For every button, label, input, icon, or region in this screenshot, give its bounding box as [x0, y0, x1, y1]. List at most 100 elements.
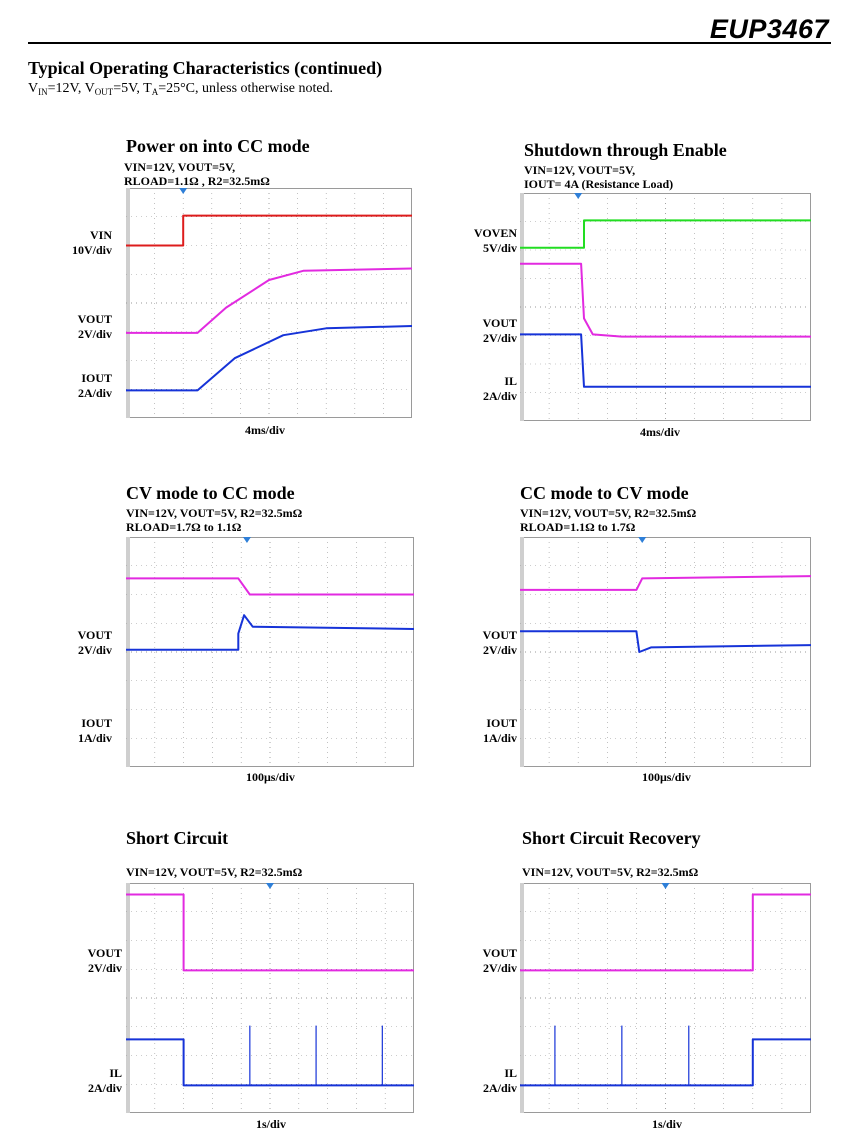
trigger-marker-icon: [638, 537, 647, 543]
panel-cond-line: RLOAD=1.1Ω to 1.7Ω: [520, 520, 636, 534]
channel-label: VOUT 2V/div: [455, 946, 517, 976]
channel-label: VOVEN 5V/div: [455, 226, 517, 256]
scope-screen: [126, 883, 414, 1113]
screen-strip: [126, 537, 130, 767]
channel-name: VOUT: [482, 628, 517, 642]
scope-screen: [126, 188, 412, 418]
panel-title: CC mode to CV mode: [520, 483, 689, 503]
trace-line: [520, 893, 811, 972]
panel-cond-line: VIN=12V, VOUT=5V, R2=32.5mΩ: [522, 865, 699, 879]
channel-scale: 2A/div: [87, 1081, 122, 1095]
time-scale-label: 1s/div: [256, 1117, 287, 1131]
trace-line: [520, 1038, 811, 1087]
time-scale-label: 100μs/div: [246, 770, 295, 784]
scope-graticule: [126, 537, 414, 767]
channel-name: VOUT: [77, 312, 112, 326]
scope-screen: [520, 537, 811, 767]
trace-line: [126, 614, 414, 651]
screen-strip: [520, 883, 524, 1113]
channel-label: VOUT 2V/div: [50, 312, 112, 342]
channel-name: IL: [109, 1066, 122, 1080]
panel-cond-line: VIN=12V, VOUT=5V, R2=32.5mΩ: [520, 506, 697, 520]
channel-name: VOUT: [77, 628, 112, 642]
brand-logo-text: EUP3467: [709, 14, 829, 44]
channel-scale: 2A/div: [482, 1081, 517, 1095]
panel-cond-line: VIN=12V, VOUT=5V, R2=32.5mΩ: [126, 506, 303, 520]
panel-conditions: VIN=12V, VOUT=5V, IOUT= 4A (Resistance Lo…: [524, 163, 673, 191]
trigger-marker-icon: [242, 537, 251, 543]
channel-name: VIN: [89, 228, 112, 242]
panel-cond-line: VIN=12V, VOUT=5V, R2=32.5mΩ: [126, 865, 303, 879]
channel-name: IL: [504, 374, 517, 388]
channel-scale: 2V/div: [77, 643, 112, 657]
scope-graticule: [126, 883, 414, 1113]
trace-line: [126, 893, 414, 972]
panel-title: Shutdown through Enable: [524, 140, 727, 160]
trace-line: [520, 219, 811, 249]
trace-line: [520, 262, 811, 338]
trigger-marker-icon: [574, 193, 583, 199]
panel-title: Short Circuit: [126, 828, 229, 848]
panel-cond-line: RLOAD=1.1Ω , R2=32.5mΩ: [124, 174, 270, 188]
channel-scale: 2V/div: [482, 961, 517, 975]
panel-conditions: VIN=12V, VOUT=5V, R2=32.5mΩ RLOAD=1.7Ω to…: [126, 506, 302, 534]
trigger-marker-icon: [179, 188, 188, 194]
channel-scale: 1A/div: [77, 731, 112, 745]
channel-name: VOUT: [87, 946, 122, 960]
channel-scale: 5V/div: [482, 241, 517, 255]
channel-label: IOUT 2A/div: [50, 371, 112, 401]
time-scale-label: 4ms/div: [640, 425, 681, 439]
channel-name: IOUT: [81, 716, 112, 730]
scope-graticule: [520, 537, 811, 767]
channel-label: VIN 10V/div: [50, 228, 112, 258]
channel-label: VOUT 2V/div: [455, 628, 517, 658]
trace-line: [126, 267, 412, 334]
channel-label: IL 2A/div: [60, 1066, 122, 1096]
channel-scale: 2V/div: [77, 327, 112, 341]
scope-graticule: [126, 188, 412, 418]
scope-graticule: [520, 883, 811, 1113]
trace-line: [520, 630, 811, 653]
channel-label: IOUT 1A/div: [50, 716, 112, 746]
trace-line: [126, 577, 414, 596]
channel-name: IOUT: [486, 716, 517, 730]
panel-conditions: VIN=12V, VOUT=5V, R2=32.5mΩ RLOAD=1.1Ω to…: [520, 506, 696, 534]
scope-screen: [520, 193, 811, 421]
channel-name: VOUT: [482, 946, 517, 960]
panel-title: CV mode to CC mode: [126, 483, 295, 503]
panel-title: Power on into CC mode: [126, 136, 310, 156]
channel-name: IL: [504, 1066, 517, 1080]
panel-conditions: VIN=12V, VOUT=5V, R2=32.5mΩ: [126, 865, 302, 879]
screen-strip: [126, 883, 130, 1113]
trigger-marker-icon: [661, 883, 670, 889]
scope-screen: [520, 883, 811, 1113]
trace-line: [520, 575, 811, 591]
channel-label: IOUT 1A/div: [455, 716, 517, 746]
channel-scale: 2V/div: [482, 643, 517, 657]
channel-name: IOUT: [81, 371, 112, 385]
panel-conditions: VIN=12V, VOUT=5V, RLOAD=1.1Ω , R2=32.5mΩ: [124, 160, 270, 188]
trace-line: [126, 325, 412, 392]
section-conditions: VIN=12V, VOUT=5V, TA=25°C, unless otherw…: [28, 81, 334, 97]
channel-name: VOUT: [482, 316, 517, 330]
screen-strip: [520, 193, 524, 421]
time-scale-label: 100μs/div: [642, 770, 691, 784]
channel-scale: 2V/div: [482, 331, 517, 345]
trigger-marker-icon: [266, 883, 274, 889]
panel-cond-line: VIN=12V, VOUT=5V,: [124, 160, 236, 174]
channel-scale: 2A/div: [77, 386, 112, 400]
trace-line: [520, 333, 811, 388]
panel-cond-line: VIN=12V, VOUT=5V,: [524, 163, 636, 177]
channel-label: VOUT 2V/div: [455, 316, 517, 346]
channel-name: VOVEN: [473, 226, 517, 240]
time-scale-label: 4ms/div: [245, 423, 286, 437]
channel-scale: 2V/div: [87, 961, 122, 975]
channel-scale: 1A/div: [482, 731, 517, 745]
trace-line: [126, 1038, 414, 1087]
channel-scale: 2A/div: [482, 389, 517, 403]
scope-graticule: [520, 193, 811, 421]
channel-scale: 10V/div: [71, 243, 112, 257]
scope-screen: [126, 537, 414, 767]
trace-line: [126, 214, 412, 247]
header-rule: [28, 42, 831, 44]
